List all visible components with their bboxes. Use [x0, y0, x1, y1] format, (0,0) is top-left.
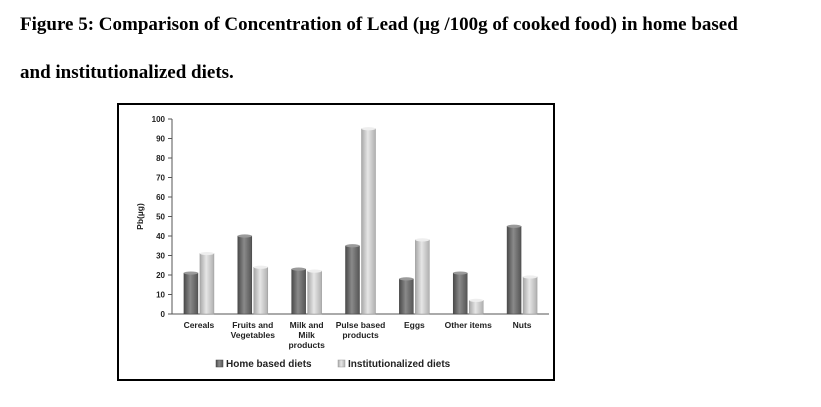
y-tick-label: 60: [156, 193, 165, 202]
x-category-label: Nuts: [513, 320, 532, 330]
bar-institutionalized: [522, 276, 538, 315]
y-tick-label: 20: [156, 271, 165, 280]
bar-institutionalized: [468, 300, 484, 315]
bar-top-cap: [307, 269, 322, 273]
x-category-label: Cereals: [184, 320, 215, 330]
bar-top-cap: [183, 271, 198, 275]
bar-top-cap: [253, 265, 268, 269]
chart-container: 0 10 20 30 40 50 60 70 80 90 100 Pb(µg) Cereals Fruit…: [117, 103, 555, 381]
bar-top-cap: [415, 238, 430, 242]
bar-home-based: [183, 272, 199, 315]
y-tick-label: 40: [156, 232, 165, 241]
legend-label-institutionalized: Institutionalized diets: [348, 359, 451, 370]
bar-chart: 0 10 20 30 40 50 60 70 80 90 100 Pb(µg) Cereals Fruit…: [135, 115, 549, 370]
y-tick-label: 90: [156, 135, 165, 144]
legend-label-home-based: Home based diets: [226, 359, 312, 370]
bar-home-based: [452, 272, 468, 315]
y-tick-label: 30: [156, 252, 165, 261]
bar-top-cap: [507, 224, 522, 228]
bar-home-based: [345, 245, 360, 315]
bar-home-based: [237, 235, 253, 315]
bar-home-based: [399, 278, 414, 315]
bar-institutionalized: [361, 128, 376, 315]
bar-institutionalized: [253, 266, 269, 315]
bar-institutionalized: [307, 270, 322, 315]
x-category-label: Eggs: [404, 320, 425, 330]
x-category-label: Pulse based products: [336, 320, 386, 340]
x-category-label: Fruits and Vegetables: [231, 320, 276, 340]
y-axis-label: Pb(µg): [135, 203, 145, 230]
x-category-label: Other items: [445, 320, 493, 330]
y-tick-label: 50: [156, 213, 165, 222]
bar-top-cap: [453, 271, 468, 275]
bar-institutionalized: [415, 239, 430, 315]
bar-institutionalized: [199, 253, 215, 315]
legend-swatch-home-based: [215, 359, 224, 368]
y-tick-label: 100: [152, 115, 166, 124]
y-tick-label: 10: [156, 291, 165, 300]
bar-top-cap: [291, 267, 306, 271]
bar-home-based: [291, 268, 306, 315]
bar-top-cap: [199, 251, 214, 256]
y-tick-label: 0: [161, 310, 166, 319]
bar-top-cap: [523, 275, 538, 279]
bar-top-cap: [345, 244, 360, 248]
bar-top-cap: [469, 298, 484, 302]
bar-home-based: [506, 226, 522, 315]
y-tick-label: 70: [156, 174, 165, 183]
x-category-label: Milk and Milk products: [288, 320, 325, 350]
bar-top-cap: [361, 127, 376, 131]
legend-swatch-institutionalized: [337, 359, 346, 368]
bar-top-cap: [399, 277, 414, 281]
y-tick-label: 80: [156, 154, 165, 163]
figure-caption-line-1: Figure 5: Comparison of Concentration of…: [20, 14, 738, 35]
bar-top-cap: [237, 234, 252, 238]
figure-caption-line-2: and institutionalized diets.: [20, 62, 234, 83]
